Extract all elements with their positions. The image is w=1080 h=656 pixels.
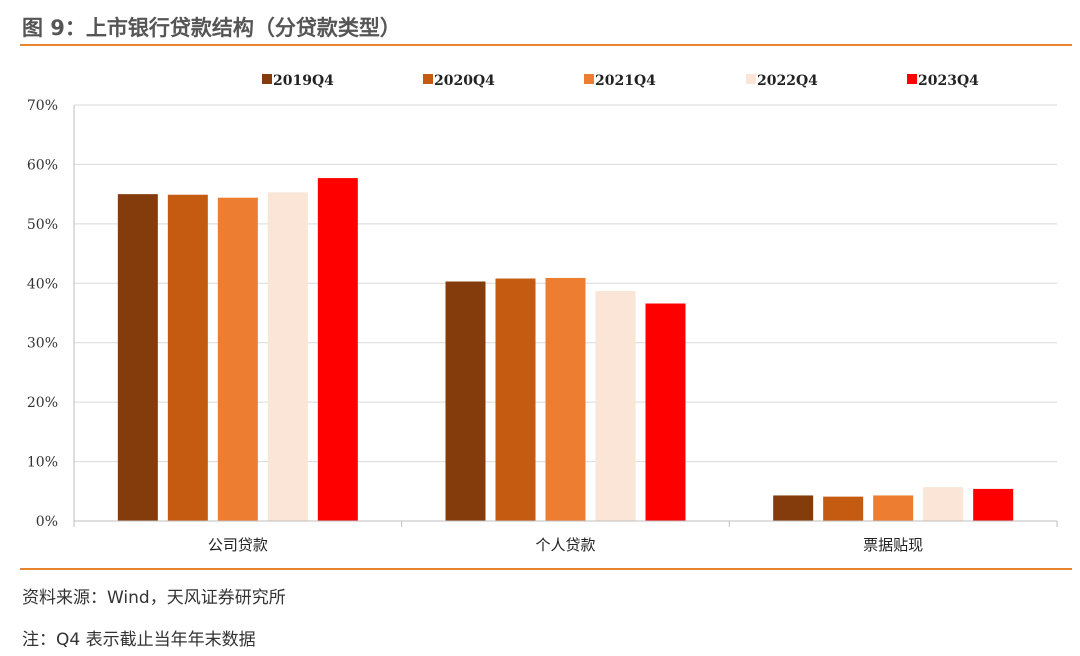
y-tick-label: 10% [27, 455, 58, 471]
legend-swatch [746, 74, 756, 84]
bar-2023Q4-1 [645, 303, 686, 521]
legend-swatch [262, 74, 272, 84]
bar-2021Q4-1 [545, 277, 586, 521]
bars [117, 178, 1014, 522]
bar-2021Q4-0 [217, 197, 258, 522]
x-category-label: 公司贷款 [208, 536, 268, 554]
x-category-label: 个人贷款 [535, 536, 595, 554]
y-tick-label: 30% [27, 336, 58, 352]
y-tick-label: 0% [36, 514, 58, 530]
legend: 2019Q4 2020Q4 2021Q4 2022Q4 2023Q4 [262, 73, 979, 89]
bar-2020Q4-2 [823, 496, 864, 521]
bar-chart: 0% 10% 20% 30% 40% 50% 60% 70% 公司贷款 个人贷款 票据贴现 201… [27, 73, 1058, 554]
legend-swatch [907, 74, 917, 84]
legend-swatch [584, 74, 594, 84]
bar-2019Q4-1 [445, 281, 486, 521]
bar-2020Q4-1 [495, 278, 536, 521]
y-tick-label: 40% [27, 276, 58, 292]
bar-2020Q4-0 [167, 194, 208, 522]
x-axis: 公司贷款 个人贷款 票据贴现 [73, 520, 1058, 554]
legend-label: 2021Q4 [595, 73, 656, 89]
note-text: 注：Q4 表示截止当年年末数据 [22, 630, 256, 650]
bar-2019Q4-2 [773, 495, 814, 521]
bar-2019Q4-0 [117, 194, 158, 521]
bar-2023Q4-0 [317, 178, 358, 521]
chart-title: 图 9：上市银行贷款结构（分贷款类型） [22, 16, 401, 40]
bar-2023Q4-2 [973, 488, 1014, 521]
y-tick-label: 70% [27, 98, 58, 114]
bar-2022Q4-1 [595, 291, 636, 521]
y-tick-label: 20% [27, 395, 58, 411]
legend-swatch [423, 74, 433, 84]
y-tick-label: 60% [27, 157, 58, 173]
x-category-label: 票据贴现 [863, 536, 923, 554]
legend-label: 2023Q4 [918, 73, 979, 89]
bar-2022Q4-2 [923, 487, 964, 521]
bar-2022Q4-0 [267, 192, 308, 522]
legend-label: 2020Q4 [434, 73, 495, 89]
y-tick-label: 50% [27, 217, 58, 233]
source-text: 资料来源：Wind，天风证券研究所 [22, 588, 286, 608]
legend-label: 2019Q4 [273, 73, 334, 89]
bar-2021Q4-2 [873, 495, 914, 521]
top-divider [20, 44, 1072, 46]
bottom-divider [20, 568, 1072, 570]
legend-label: 2022Q4 [757, 73, 818, 89]
y-axis: 0% 10% 20% 30% 40% 50% 60% 70% [27, 98, 75, 530]
